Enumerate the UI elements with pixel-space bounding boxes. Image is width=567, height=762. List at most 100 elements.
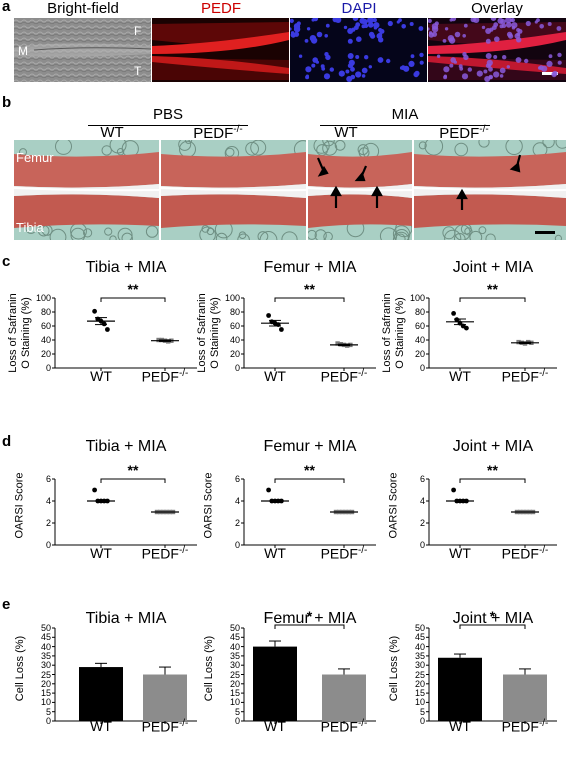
panel-label-c: c bbox=[2, 253, 11, 270]
y-tick-label: 100 bbox=[409, 293, 425, 303]
nucleus-dot bbox=[485, 38, 491, 44]
nucleus-dot bbox=[408, 60, 415, 67]
nucleus-dot bbox=[401, 24, 406, 29]
col-label-4: PEDF-/- bbox=[439, 124, 489, 142]
bar bbox=[503, 674, 547, 721]
y-tick-label: 2 bbox=[45, 518, 51, 528]
y-tick-label: 50 bbox=[414, 623, 425, 633]
y-tick-label: 40 bbox=[414, 641, 425, 652]
chart-title: Joint + MIA bbox=[452, 259, 534, 276]
data-point bbox=[266, 487, 271, 493]
nucleus-dot bbox=[485, 53, 492, 59]
nucleus-dot bbox=[462, 34, 466, 38]
nucleus-dot bbox=[470, 18, 477, 23]
nucleus-dot bbox=[443, 74, 447, 78]
nucleus-dot bbox=[312, 57, 318, 63]
y-tick-label: 2 bbox=[234, 518, 240, 528]
y-tick-label: 6 bbox=[234, 474, 240, 484]
nucleus-dot bbox=[418, 26, 424, 31]
nucleus-dot bbox=[461, 73, 469, 80]
x-tick-label-wt: WT bbox=[90, 368, 112, 384]
nucleus-dot bbox=[352, 18, 359, 21]
significance-bracket bbox=[459, 478, 526, 483]
nucleus-dot bbox=[298, 54, 303, 58]
nucleus-dot bbox=[351, 27, 356, 32]
y-axis-label: Cell Loss (%) bbox=[13, 635, 26, 701]
nucleus-dot bbox=[484, 76, 491, 82]
nucleus-dot bbox=[551, 71, 557, 78]
y-tick-label: 4 bbox=[45, 496, 51, 506]
x-tick-label-wt: WT bbox=[90, 545, 112, 561]
nucleus-dot bbox=[499, 67, 506, 74]
nucleus-dot bbox=[378, 32, 383, 37]
nucleus-dot bbox=[463, 54, 469, 61]
nucleus-dot bbox=[373, 22, 380, 29]
nucleus-dot bbox=[355, 55, 360, 59]
x-tick-label-pedf-ko: PEDF-/- bbox=[320, 718, 368, 735]
bar bbox=[79, 667, 123, 721]
y-tick-label: 100 bbox=[224, 293, 240, 303]
nucleus-dot bbox=[463, 23, 468, 28]
header-overlay: Overlay bbox=[471, 0, 523, 17]
nucleus-dot bbox=[419, 52, 424, 58]
chart-title: Tibia + MIA bbox=[85, 438, 167, 455]
x-tick-label-pedf-ko: PEDF-/- bbox=[501, 368, 549, 385]
x-tick-label-wt: WT bbox=[90, 718, 112, 734]
y-tick-label: 20 bbox=[414, 349, 425, 359]
y-tick-label: 6 bbox=[419, 474, 425, 484]
bar bbox=[143, 674, 187, 721]
significance-bracket bbox=[459, 297, 526, 302]
y-tick-label: 15 bbox=[414, 688, 425, 699]
nucleus-dot bbox=[494, 36, 500, 42]
nucleus-dot bbox=[367, 21, 374, 28]
nucleus-dot bbox=[368, 65, 372, 69]
histology-mia-ko bbox=[414, 140, 566, 240]
nucleus-dot bbox=[449, 63, 454, 68]
y-tick-label: 35 bbox=[229, 650, 240, 661]
nucleus-dot bbox=[506, 65, 510, 69]
nucleus-dot bbox=[325, 23, 330, 28]
nucleus-dot bbox=[499, 74, 504, 78]
chart-title: Tibia + MIA bbox=[85, 259, 167, 276]
panel-label-b: b bbox=[2, 94, 12, 111]
y-tick-label: 6 bbox=[45, 474, 51, 484]
nucleus-dot bbox=[548, 54, 553, 59]
nucleus-dot bbox=[361, 74, 366, 78]
y-tick-label: 60 bbox=[414, 321, 425, 331]
nucleus-dot bbox=[511, 22, 518, 29]
nucleus-dot bbox=[505, 21, 512, 28]
histology-pbs-wt bbox=[14, 140, 159, 240]
chart-title: Femur + MIA bbox=[263, 259, 357, 276]
nucleus-dot bbox=[431, 23, 439, 30]
nucleus-dot bbox=[499, 24, 504, 29]
nucleus-dot bbox=[481, 25, 486, 30]
nucleus-dot bbox=[536, 18, 540, 22]
nucleus-dot bbox=[348, 59, 355, 66]
nucleus-dot bbox=[356, 36, 362, 42]
x-tick-label-wt: WT bbox=[449, 718, 471, 734]
x-tick-label-pedf-ko: PEDF-/- bbox=[320, 368, 368, 385]
y-tick-label: 40 bbox=[414, 335, 425, 345]
y-tick-label: 5 bbox=[419, 706, 425, 717]
y-tick-label: 40 bbox=[229, 335, 240, 345]
data-point bbox=[464, 325, 469, 331]
nucleus-dot bbox=[359, 18, 366, 24]
nucleus-dot bbox=[311, 63, 316, 68]
nucleus-dot bbox=[347, 38, 353, 44]
nucleus-dot bbox=[557, 52, 562, 58]
nucleus-dot bbox=[386, 58, 391, 64]
header-bright-field: Bright-field bbox=[47, 0, 119, 17]
x-tick-label-pedf-ko: PEDF-/- bbox=[141, 718, 189, 735]
significance-label: ** bbox=[487, 281, 498, 297]
y-tick-label: 5 bbox=[45, 706, 51, 717]
micrograph-dapi bbox=[290, 18, 427, 82]
y-tick-label: 80 bbox=[229, 307, 240, 317]
y-axis-label: Cell Loss (%) bbox=[202, 635, 215, 701]
chart-title: Tibia + MIA bbox=[85, 610, 167, 627]
y-tick-label: 30 bbox=[414, 660, 425, 671]
nucleus-dot bbox=[483, 69, 488, 74]
y-tick-label: 0 bbox=[234, 716, 240, 726]
y-tick-label: 15 bbox=[229, 688, 240, 699]
nucleus-dot bbox=[428, 18, 432, 23]
